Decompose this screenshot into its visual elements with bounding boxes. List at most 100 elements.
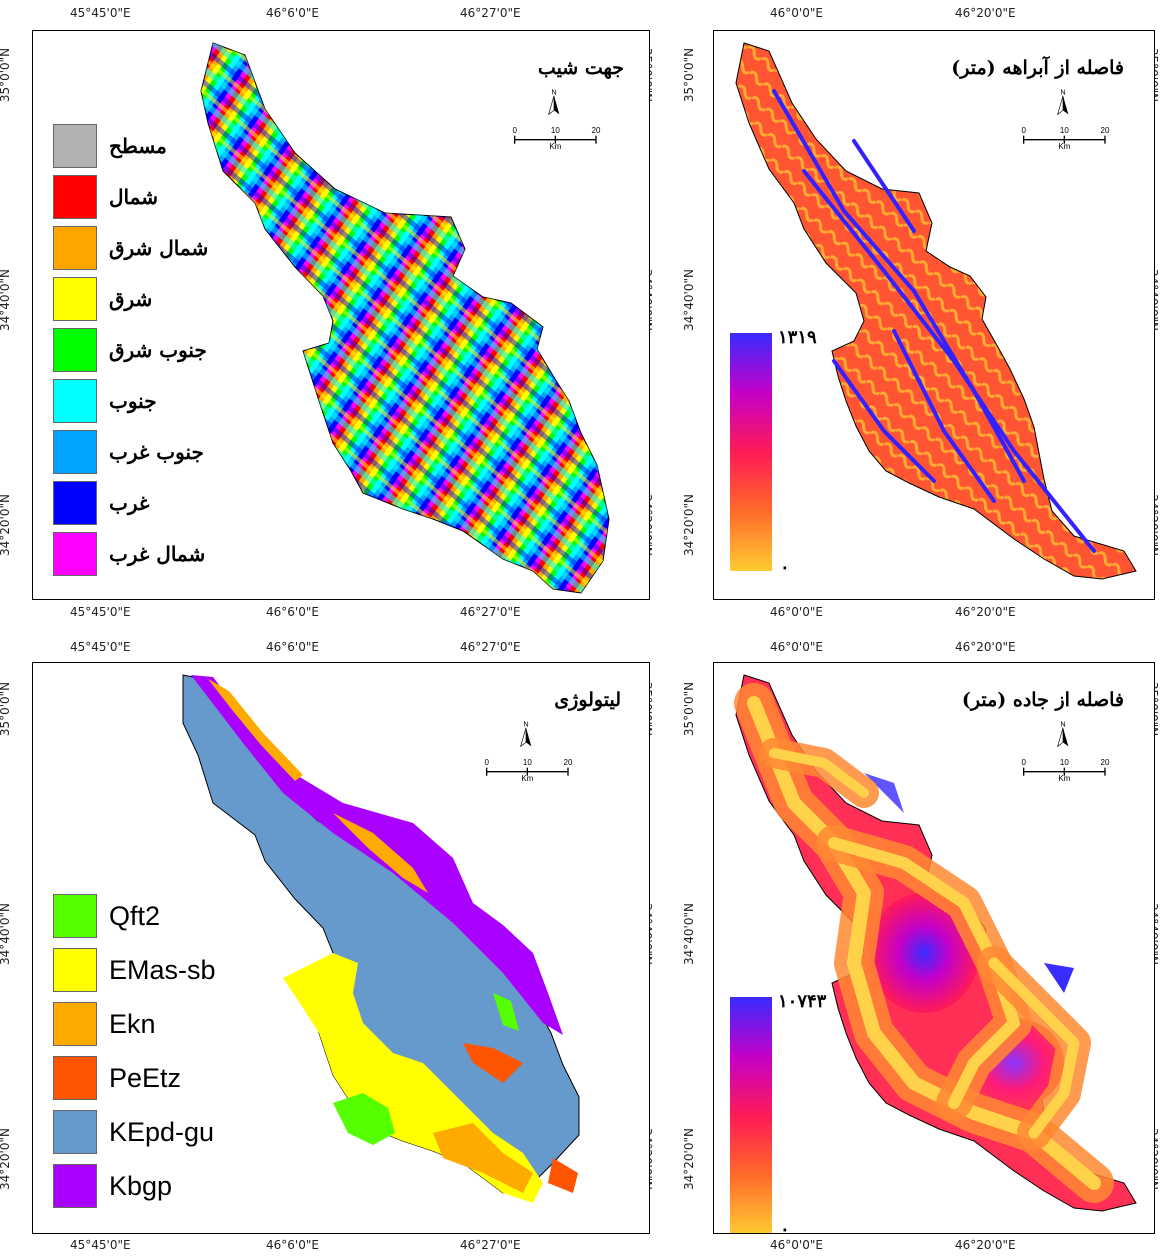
- bottom-tick: 46°20'0"E: [955, 1238, 1016, 1252]
- unit-peetz-b: [548, 1158, 578, 1193]
- legend-item: جنوب شرق: [53, 327, 207, 373]
- svg-text:20: 20: [1101, 126, 1110, 135]
- svg-text:Km: Km: [1058, 142, 1070, 149]
- road-distance-raster: [734, 674, 1137, 1212]
- svg-text:20: 20: [592, 126, 601, 135]
- legend-swatch: [53, 328, 97, 372]
- legend-swatch: [53, 1056, 97, 1100]
- svg-text:20: 20: [564, 758, 573, 767]
- left-tick: 34°20'0"N: [0, 1128, 12, 1190]
- lithology-raster: [182, 674, 580, 1203]
- svg-text:20: 20: [1101, 758, 1110, 767]
- left-tick: 34°20'0"N: [681, 1128, 696, 1190]
- legend-swatch: [53, 175, 97, 219]
- scale-bar: N 0 10 20 Km: [1021, 721, 1110, 781]
- legend-item: غرب: [53, 480, 149, 526]
- scale-bar: N 0 10 20 Km: [512, 89, 601, 149]
- river-distance-legend-bar: [730, 333, 772, 571]
- svg-text:10: 10: [551, 126, 560, 135]
- legend-swatch: [53, 226, 97, 270]
- legend-item: EMas-sb: [53, 947, 216, 993]
- legend-item: شمال: [53, 174, 158, 220]
- aspect-raster: [200, 42, 610, 594]
- legend-swatch: [53, 430, 97, 474]
- left-tick: 34°40'0"N: [0, 903, 12, 965]
- bottom-tick: 46°0'0"E: [770, 605, 823, 619]
- top-tick: 46°6'0"E: [266, 6, 319, 20]
- legend-swatch: [53, 532, 97, 576]
- svg-text:10: 10: [523, 758, 532, 767]
- legend-item: Kbgp: [53, 1163, 172, 1209]
- top-tick: 46°27'0"E: [460, 640, 521, 654]
- bottom-tick: 45°45'0"E: [70, 605, 131, 619]
- unit-qft2-b: [493, 993, 519, 1031]
- left-tick: 34°40'0"N: [681, 269, 696, 331]
- north-arrow-icon: N: [1060, 721, 1065, 728]
- north-arrow-icon: N: [523, 721, 528, 728]
- map-frame: فاصله از آبراهه (متر) N 0 10 20 Km ۱۳۱۹ …: [713, 30, 1155, 600]
- legend-item: مسطح: [53, 123, 167, 169]
- top-tick: 46°6'0"E: [266, 640, 319, 654]
- top-tick: 46°20'0"E: [955, 640, 1016, 654]
- bottom-tick: 46°6'0"E: [266, 605, 319, 619]
- legend-item: Ekn: [53, 1001, 156, 1047]
- unit-ekn: [208, 679, 303, 781]
- legend-swatch: [53, 1110, 97, 1154]
- left-tick: 35°0'0"N: [682, 681, 697, 737]
- bottom-tick: 46°6'0"E: [266, 1238, 319, 1252]
- legend-min-value: ۰: [780, 557, 790, 578]
- legend-item: شمال غرب: [53, 531, 205, 577]
- legend-swatch: [53, 894, 97, 938]
- unit-ekn-strip: [333, 813, 428, 893]
- bottom-tick: 46°27'0"E: [460, 1238, 521, 1252]
- map-title: فاصله از جاده (متر): [961, 689, 1124, 711]
- legend-swatch: [53, 481, 97, 525]
- map-frame: فاصله از جاده (متر) N 0 10 20 Km ۱۰۷۴۳ ۰: [713, 662, 1155, 1234]
- top-tick: 46°0'0"E: [770, 6, 823, 20]
- map-title: لیتولوژی: [554, 689, 621, 711]
- svg-text:0: 0: [1021, 126, 1026, 135]
- top-tick: 45°45'0"E: [70, 640, 131, 654]
- map-title: فاصله از آبراهه (متر): [951, 57, 1124, 79]
- svg-text:10: 10: [1060, 126, 1069, 135]
- legend-swatch: [53, 124, 97, 168]
- map-title: جهت شیب: [537, 57, 624, 79]
- bottom-tick: 46°20'0"E: [955, 605, 1016, 619]
- bottom-tick: 45°45'0"E: [70, 1238, 131, 1252]
- river-distance-raster: [735, 42, 1137, 580]
- north-arrow-icon: N: [551, 89, 556, 96]
- legend-swatch: [53, 1164, 97, 1208]
- top-tick: 46°0'0"E: [770, 640, 823, 654]
- legend-max-value: ۱۰۷۴۳: [778, 991, 827, 1012]
- legend-swatch: [53, 379, 97, 423]
- bottom-tick: 46°27'0"E: [460, 605, 521, 619]
- unit-ekn-south: [433, 1123, 533, 1193]
- road-distance-legend-bar: [730, 997, 772, 1233]
- legend-item: جنوب غرب: [53, 429, 204, 475]
- svg-text:0: 0: [512, 126, 517, 135]
- left-tick: 34°40'0"N: [0, 269, 12, 331]
- scale-bar: N 0 10 20 Km: [1021, 89, 1110, 149]
- map-frame: جهت شیب N 0 10 20 Km مسطح شمال شمال شرق …: [32, 30, 650, 600]
- svg-text:Km: Km: [549, 142, 561, 149]
- top-tick: 45°45'0"E: [70, 6, 131, 20]
- top-tick: 46°20'0"E: [955, 6, 1016, 20]
- bottom-tick: 46°0'0"E: [770, 1238, 823, 1252]
- svg-text:0: 0: [1021, 758, 1026, 767]
- map-frame: لیتولوژی N 0 10 20 Km Qft2 EMas-sb Ekn P…: [32, 662, 650, 1234]
- left-tick: 35°0'0"N: [0, 681, 13, 737]
- north-arrow-icon: N: [1060, 89, 1065, 96]
- left-tick: 35°0'0"N: [0, 47, 13, 103]
- legend-swatch: [53, 277, 97, 321]
- legend-swatch: [53, 1002, 97, 1046]
- legend-max-value: ۱۳۱۹: [778, 327, 817, 348]
- unit-qft2: [333, 1093, 395, 1145]
- left-tick: 34°20'0"N: [681, 494, 696, 556]
- legend-swatch: [53, 948, 97, 992]
- left-tick: 35°0'0"N: [682, 47, 697, 103]
- scale-bar: N 0 10 20 Km: [484, 721, 573, 781]
- svg-text:Km: Km: [521, 774, 533, 781]
- legend-min-value: ۰: [780, 1219, 790, 1234]
- unit-peetz: [463, 1043, 523, 1083]
- left-tick: 34°20'0"N: [0, 494, 12, 556]
